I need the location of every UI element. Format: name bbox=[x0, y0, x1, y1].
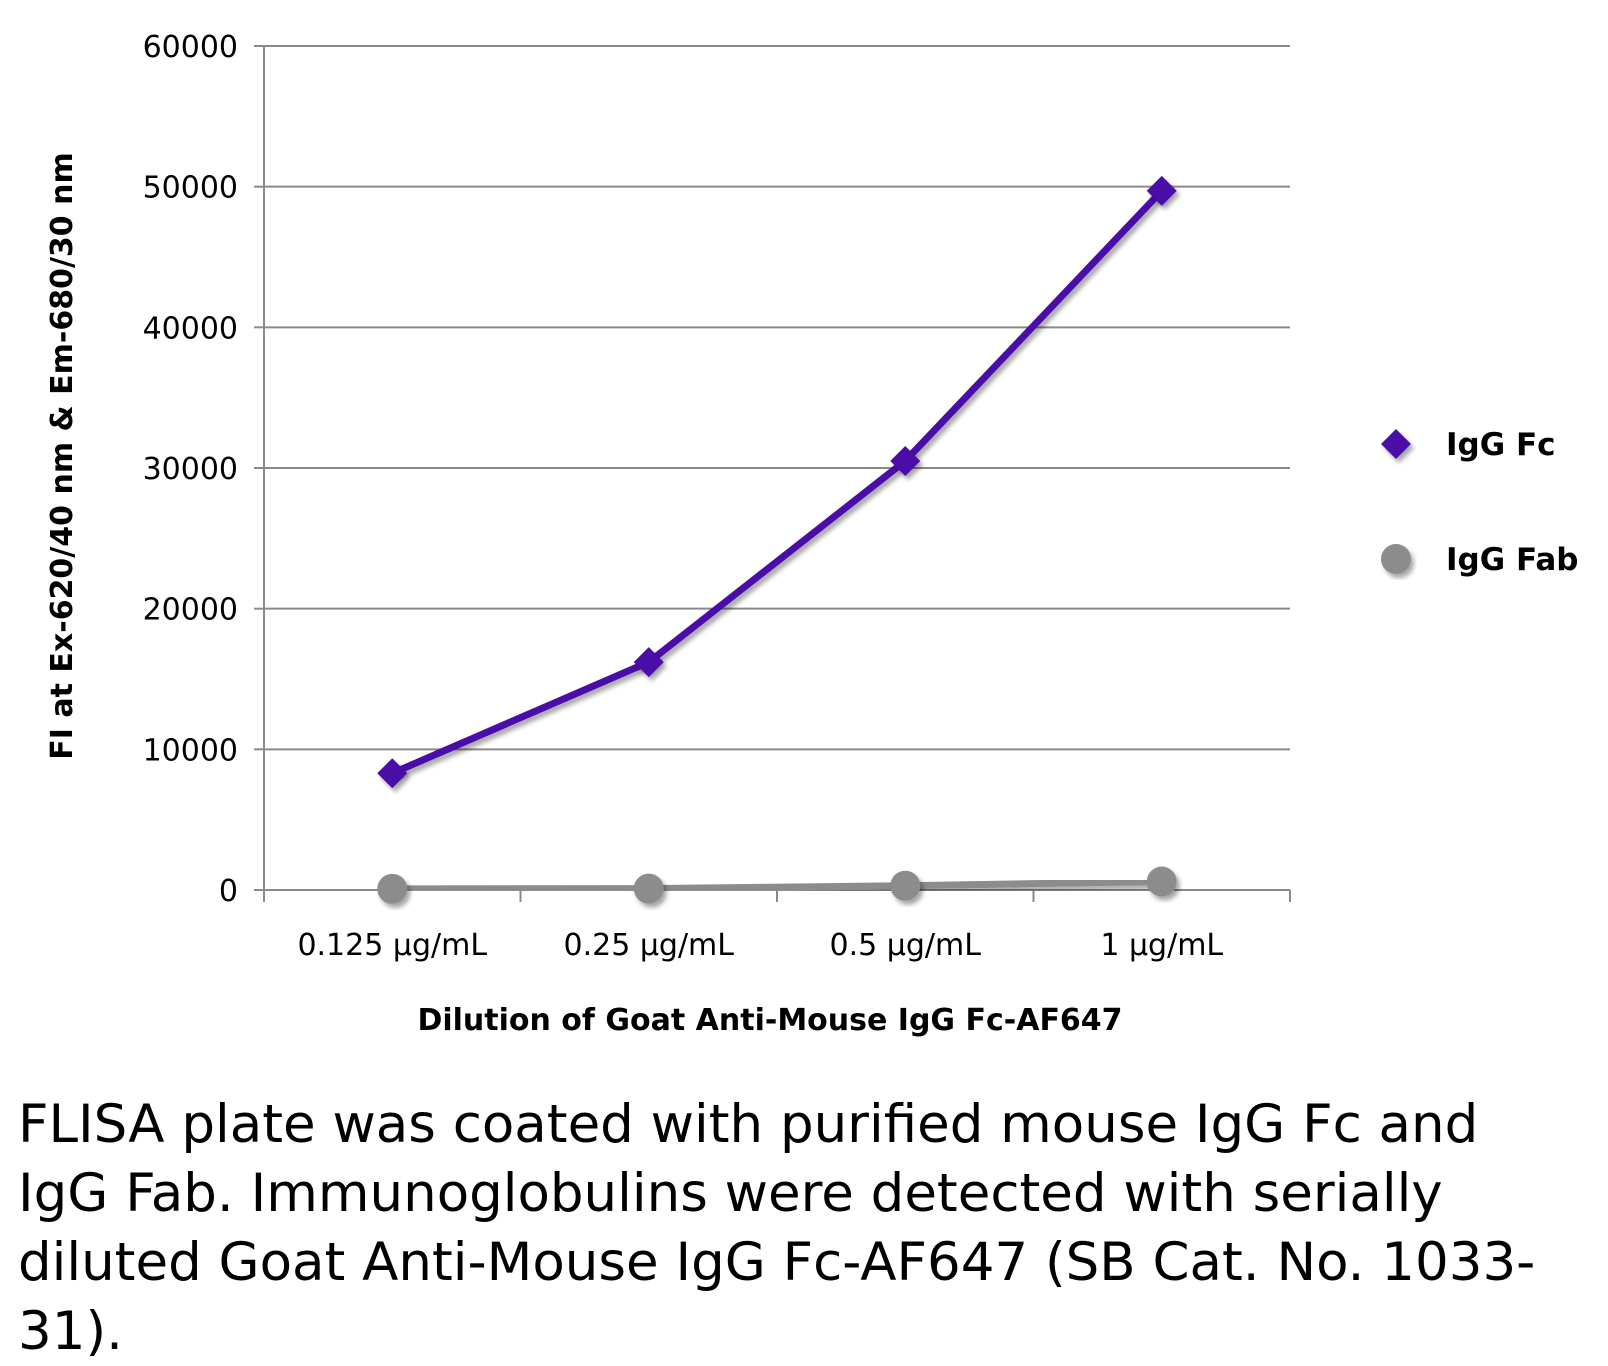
legend-marker bbox=[1381, 544, 1411, 574]
x-tick-label: 0.5 µg/mL bbox=[830, 928, 982, 963]
legend-item: IgG Fc bbox=[1352, 427, 1556, 463]
data-point bbox=[377, 758, 408, 789]
x-tick-label: 0.25 µg/mL bbox=[563, 928, 734, 963]
series-line bbox=[390, 188, 1165, 777]
data-point bbox=[1146, 175, 1177, 206]
figure-caption: FLISA plate was coated with purified mou… bbox=[18, 1094, 1536, 1362]
data-point bbox=[633, 873, 664, 904]
data-point bbox=[890, 445, 921, 476]
x-axis-ticks: 0.125 µg/mL 0.25 µg/mL 0.5 µg/mL 1 µg/mL bbox=[263, 890, 1291, 963]
y-tick-label: 60000 bbox=[143, 30, 238, 65]
y-axis-ticks: 0 10000 20000 30000 40000 50000 60000 bbox=[143, 30, 264, 909]
series-layer bbox=[377, 175, 1177, 904]
y-tick-label: 40000 bbox=[143, 311, 238, 346]
x-tick-label: 0.125 µg/mL bbox=[297, 928, 487, 963]
legend-marker bbox=[1381, 429, 1411, 459]
y-tick-label: 10000 bbox=[143, 733, 238, 768]
y-axis-title: FI at Ex-620/40 nm & Em-680/30 nm bbox=[45, 152, 80, 759]
data-point bbox=[890, 870, 921, 901]
legend-item: IgG Fab bbox=[1352, 542, 1578, 578]
data-point bbox=[633, 647, 664, 678]
y-tick-label: 30000 bbox=[143, 452, 238, 487]
y-tick-label: 0 bbox=[219, 874, 238, 909]
legend-label: IgG Fc bbox=[1446, 427, 1556, 463]
y-tick-label: 20000 bbox=[143, 593, 238, 628]
data-point bbox=[377, 873, 408, 904]
gridlines bbox=[264, 45, 1290, 751]
legend: IgG Fc IgG Fab bbox=[1352, 427, 1578, 578]
legend-label: IgG Fab bbox=[1446, 542, 1578, 578]
series-igg-fab bbox=[377, 866, 1177, 904]
chart: 0 10000 20000 30000 40000 50000 60000 0.125 µg… bbox=[45, 30, 1578, 1038]
x-tick-label: 1 µg/mL bbox=[1100, 928, 1223, 963]
data-point bbox=[1146, 866, 1177, 897]
series-igg-fc bbox=[377, 175, 1177, 789]
y-tick-label: 50000 bbox=[143, 171, 238, 206]
x-axis-title: Dilution of Goat Anti-Mouse IgG Fc-AF647 bbox=[417, 1003, 1122, 1038]
series-line bbox=[392, 878, 1162, 893]
